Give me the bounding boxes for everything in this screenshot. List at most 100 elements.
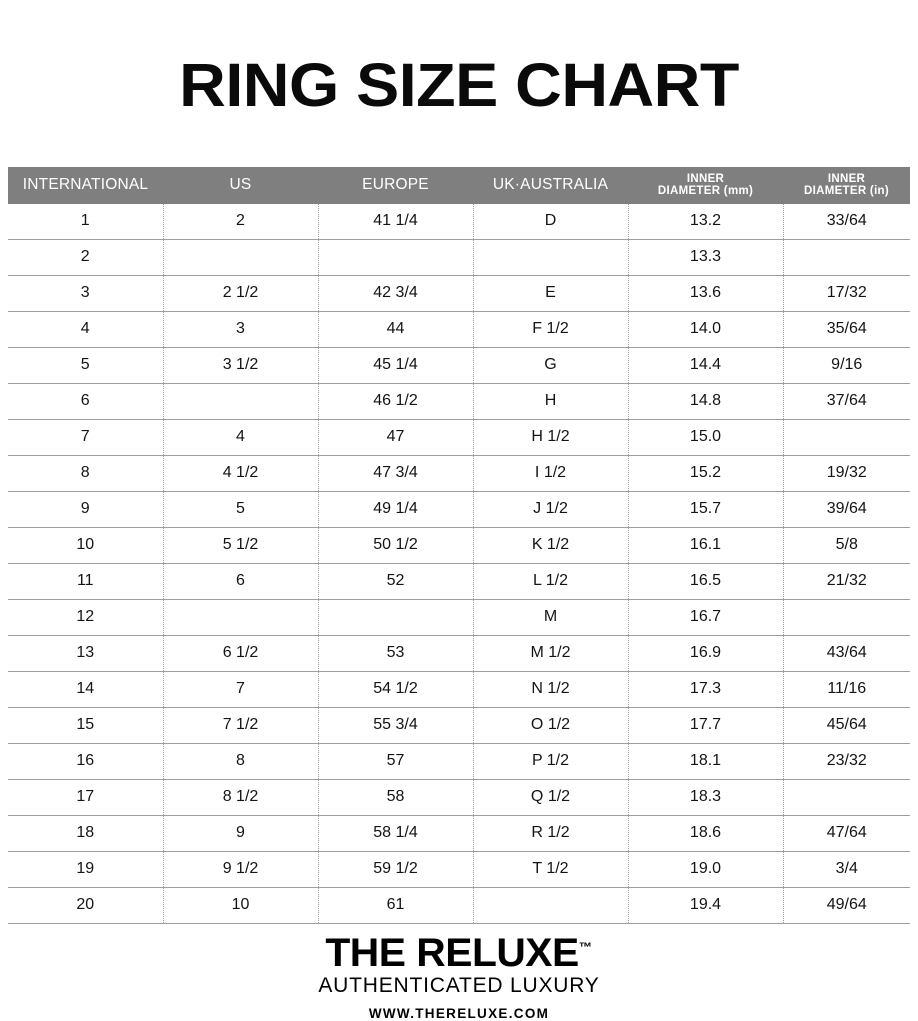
cell-us: 3 1/2	[163, 347, 319, 384]
cell-uk-australia: R 1/2	[473, 815, 629, 852]
cell-uk-australia: G	[473, 347, 629, 384]
cell-uk-australia: H	[473, 383, 629, 420]
cell-europe: 42 3/4	[318, 275, 474, 312]
cell-inner-mm: 15.7	[628, 491, 784, 528]
cell-inner-mm: 16.7	[628, 599, 784, 636]
ring-size-table: INTERNATIONAL US EUROPE UK·AUSTRALIA INN…	[8, 166, 910, 924]
footer: THE RELUXE™ AUTHENTICATED LUXURY WWW.THE…	[0, 933, 918, 1021]
cell-uk-australia: K 1/2	[473, 527, 629, 564]
cell-international: 8	[8, 455, 164, 492]
cell-europe: 58 1/4	[318, 815, 474, 852]
cell-international: 16	[8, 743, 164, 780]
cell-europe: 55 3/4	[318, 707, 474, 744]
brand-name: THE RELUXE	[325, 930, 580, 975]
cell-inner-in: 5/8	[783, 527, 910, 564]
column-header-inner-diameter-mm-line1: INNER	[686, 172, 725, 185]
cell-inner-in: 21/32	[783, 563, 910, 600]
cell-uk-australia: O 1/2	[473, 707, 629, 744]
cell-us: 9	[163, 815, 319, 852]
cell-inner-in: 37/64	[783, 383, 910, 420]
cell-inner-mm: 14.8	[628, 383, 784, 420]
cell-uk-australia: M	[473, 599, 629, 636]
cell-uk-australia: P 1/2	[473, 743, 629, 780]
cell-inner-mm: 18.3	[628, 779, 784, 816]
cell-inner-in: 19/32	[783, 455, 910, 492]
cell-uk-australia: M 1/2	[473, 635, 629, 672]
cell-europe: 54 1/2	[318, 671, 474, 708]
cell-inner-in	[783, 419, 910, 456]
cell-us	[163, 383, 319, 420]
cell-europe: 58	[318, 779, 474, 816]
cell-inner-mm: 13.3	[628, 239, 784, 276]
table-row: 12 M 16.7	[8, 599, 910, 636]
cell-international: 14	[8, 671, 164, 708]
cell-international: 5	[8, 347, 164, 384]
ring-size-chart-page: RING SIZE CHART INTERNATIONAL US EUROPE …	[0, 41, 918, 1021]
cell-us: 7	[163, 671, 319, 708]
cell-inner-mm: 16.5	[628, 563, 784, 600]
website-url: WWW.THERELUXE.COM	[368, 1005, 550, 1021]
cell-us	[163, 239, 319, 276]
cell-us: 6 1/2	[163, 635, 319, 672]
cell-europe: 45 1/4	[318, 347, 474, 384]
cell-uk-australia: D	[473, 203, 629, 240]
cell-uk-australia: N 1/2	[473, 671, 629, 708]
cell-us: 8 1/2	[163, 779, 319, 816]
table-row: 2 13.3	[8, 239, 910, 276]
column-header-inner-diameter-in-line1: INNER	[827, 172, 866, 185]
cell-international: 19	[8, 851, 164, 888]
brand-tagline: AUTHENTICATED LUXURY	[318, 973, 600, 997]
cell-uk-australia: F 1/2	[473, 311, 629, 348]
cell-inner-mm: 19.0	[628, 851, 784, 888]
table-row: 14 7 54 1/2 N 1/2 17.3 11/16	[8, 671, 910, 708]
cell-inner-in: 45/64	[783, 707, 910, 744]
cell-inner-in: 3/4	[783, 851, 910, 888]
cell-inner-mm: 16.9	[628, 635, 784, 672]
table-row: 10 5 1/2 50 1/2 K 1/2 16.1 5/8	[8, 527, 910, 564]
cell-inner-mm: 17.7	[628, 707, 784, 744]
table-row: 7 4 47 H 1/2 15.0	[8, 419, 910, 456]
cell-uk-australia	[473, 239, 629, 276]
table-body: 1 2 41 1/4 D 13.2 33/64 2 13.3 3 2 1/2 42 3/4 E 13.6…	[8, 203, 910, 924]
size-chart-container: INTERNATIONAL US EUROPE UK·AUSTRALIA INN…	[8, 166, 910, 924]
column-header-international: INTERNATIONAL	[8, 166, 163, 204]
cell-us: 2 1/2	[163, 275, 319, 312]
cell-inner-in: 39/64	[783, 491, 910, 528]
cell-inner-mm: 13.6	[628, 275, 784, 312]
cell-international: 17	[8, 779, 164, 816]
cell-uk-australia: I 1/2	[473, 455, 629, 492]
cell-inner-mm: 17.3	[628, 671, 784, 708]
cell-us: 2	[163, 203, 319, 240]
cell-europe: 53	[318, 635, 474, 672]
table-row: 15 7 1/2 55 3/4 O 1/2 17.7 45/64	[8, 707, 910, 744]
cell-uk-australia: E	[473, 275, 629, 312]
cell-us: 9 1/2	[163, 851, 319, 888]
cell-international: 13	[8, 635, 164, 672]
table-header: INTERNATIONAL US EUROPE UK·AUSTRALIA INN…	[8, 166, 910, 204]
cell-europe: 44	[318, 311, 474, 348]
cell-uk-australia: J 1/2	[473, 491, 629, 528]
cell-us: 4	[163, 419, 319, 456]
cell-europe: 41 1/4	[318, 203, 474, 240]
cell-international: 11	[8, 563, 164, 600]
cell-inner-mm: 16.1	[628, 527, 784, 564]
table-row: 9 5 49 1/4 J 1/2 15.7 39/64	[8, 491, 910, 528]
cell-inner-mm: 15.0	[628, 419, 784, 456]
cell-inner-in: 35/64	[783, 311, 910, 348]
cell-europe: 47	[318, 419, 474, 456]
cell-inner-mm: 18.1	[628, 743, 784, 780]
table-row: 16 8 57 P 1/2 18.1 23/32	[8, 743, 910, 780]
cell-europe: 50 1/2	[318, 527, 474, 564]
cell-inner-in: 23/32	[783, 743, 910, 780]
table-row: 4 3 44 F 1/2 14.0 35/64	[8, 311, 910, 348]
cell-inner-in: 43/64	[783, 635, 910, 672]
table-row: 19 9 1/2 59 1/2 T 1/2 19.0 3/4	[8, 851, 910, 888]
cell-international: 10	[8, 527, 164, 564]
cell-uk-australia: Q 1/2	[473, 779, 629, 816]
column-header-europe: EUROPE	[318, 166, 473, 204]
cell-inner-mm: 13.2	[628, 203, 784, 240]
cell-inner-in: 17/32	[783, 275, 910, 312]
